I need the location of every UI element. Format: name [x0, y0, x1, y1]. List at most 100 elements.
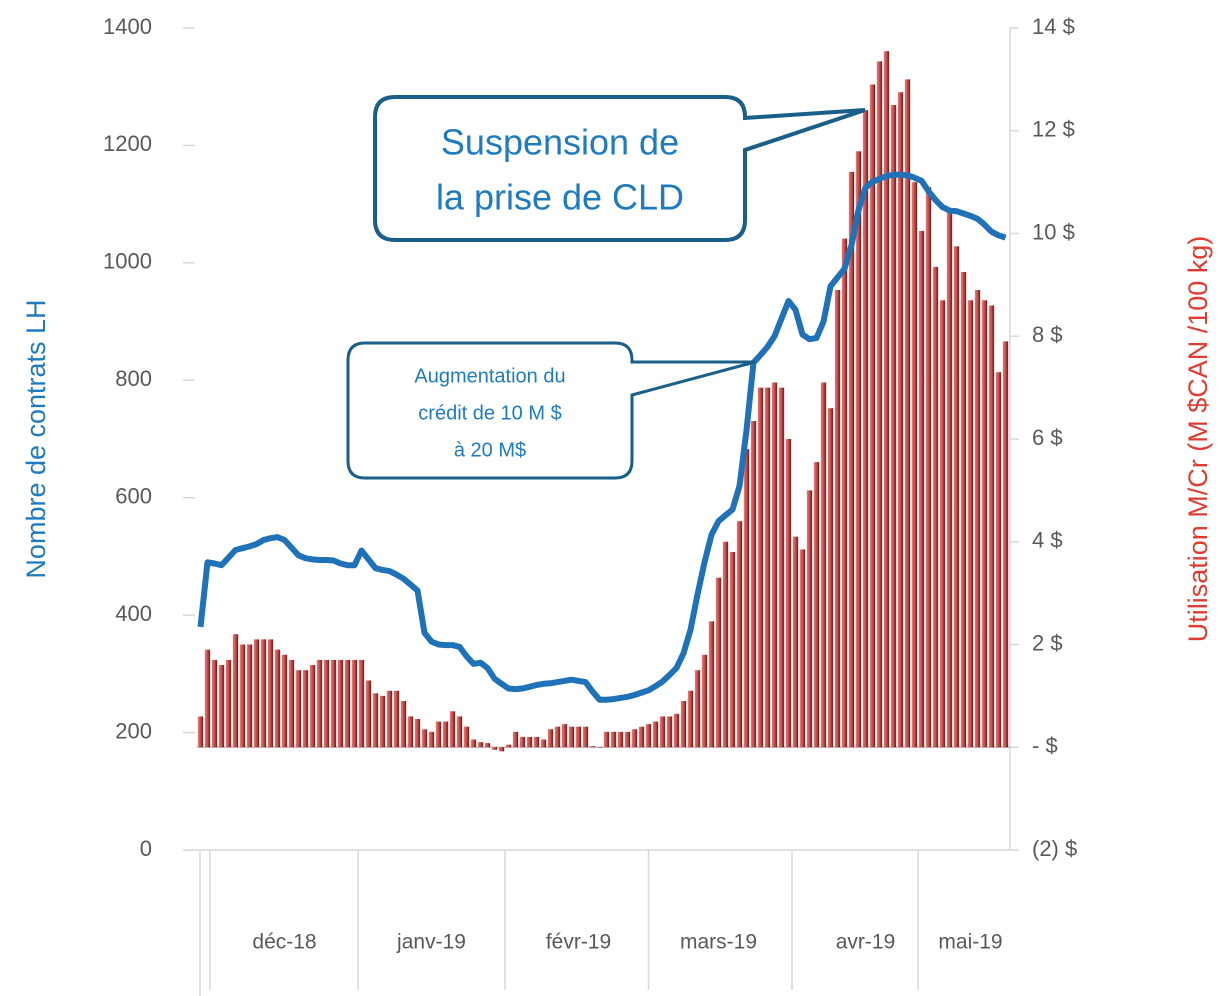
bar — [995, 372, 1002, 748]
bar — [337, 659, 344, 748]
bar — [939, 300, 946, 748]
bar — [638, 726, 645, 748]
bar — [617, 731, 624, 748]
bar — [442, 721, 449, 748]
bar — [827, 408, 834, 748]
bar — [344, 659, 351, 748]
bar — [351, 659, 358, 748]
y-tick-label: 1200 — [103, 131, 152, 156]
bar — [778, 387, 785, 748]
bar — [722, 541, 729, 748]
bar — [253, 639, 260, 748]
y-axis-label: Nombre de contrats LH — [21, 299, 51, 578]
bar — [841, 238, 848, 748]
bar — [421, 729, 428, 748]
line — [197, 171, 1007, 703]
bar — [715, 577, 722, 748]
y2-tick-label: 8 $ — [1032, 322, 1063, 347]
bar — [316, 659, 323, 748]
annotation-text: Suspension de — [441, 122, 679, 163]
bar — [603, 731, 610, 748]
bar — [435, 721, 442, 748]
bar — [1002, 341, 1009, 748]
y2-tick-label: 12 $ — [1032, 117, 1075, 142]
callout-box — [373, 95, 866, 242]
bar — [687, 690, 694, 748]
axes: 0 200 400 600 800 1000 1200 1400 (2) $ - $ 2 $ 4 $ 6… — [103, 14, 1077, 996]
bar — [855, 151, 862, 748]
y2-tick-label: 2 $ — [1032, 630, 1063, 655]
bar — [561, 724, 568, 748]
y2-tick-label: 10 $ — [1032, 219, 1075, 244]
bar — [197, 716, 204, 748]
bar — [211, 659, 218, 748]
bar — [246, 644, 253, 748]
bar — [904, 79, 911, 748]
bar — [498, 747, 505, 752]
bar — [771, 382, 778, 748]
bar — [862, 110, 869, 748]
bar — [281, 654, 288, 748]
bar — [540, 739, 547, 748]
bar — [631, 729, 638, 748]
bar — [736, 521, 743, 748]
bar — [260, 639, 267, 748]
bar — [554, 726, 561, 748]
bar — [750, 421, 757, 748]
bar — [988, 305, 995, 748]
bar — [379, 695, 386, 748]
bar — [820, 382, 827, 748]
x-tick-label: avr-19 — [836, 931, 896, 954]
bar — [393, 690, 400, 748]
bar — [589, 746, 596, 748]
bar — [386, 690, 393, 748]
annotation-text: à 20 M$ — [454, 439, 526, 461]
bar — [575, 726, 582, 748]
bar — [372, 693, 379, 748]
x-tick-label: déc-18 — [252, 931, 316, 954]
bar — [358, 659, 365, 748]
bar — [876, 61, 883, 748]
annotation-text: Augmentation du — [414, 365, 565, 387]
bar — [456, 716, 463, 748]
bar — [883, 51, 890, 748]
x-tick-label: janv-19 — [396, 931, 466, 954]
bar — [225, 659, 232, 748]
bar — [974, 290, 981, 748]
bar — [659, 716, 666, 748]
bar — [960, 272, 967, 748]
bar — [953, 246, 960, 748]
x-tick-label: mai-19 — [938, 931, 1002, 954]
x-tick-label: févr-19 — [546, 931, 611, 954]
bar — [981, 300, 988, 748]
bar — [512, 731, 519, 748]
bar — [533, 736, 540, 748]
bar — [323, 659, 330, 748]
bar — [743, 449, 750, 748]
bar — [673, 713, 680, 748]
bar — [484, 743, 491, 748]
lines — [197, 171, 1007, 703]
bar — [232, 634, 239, 748]
bar — [330, 659, 337, 748]
bar — [764, 387, 771, 748]
bar — [680, 701, 687, 748]
y2-tick-label: 4 $ — [1032, 528, 1063, 553]
bar — [652, 721, 659, 748]
y2-tick-label: (2) $ — [1032, 836, 1077, 861]
bar — [414, 718, 421, 748]
bar — [757, 387, 764, 748]
bar — [890, 105, 897, 748]
bar — [701, 654, 708, 748]
bar — [806, 490, 813, 748]
bar — [645, 724, 652, 748]
y2-tick-label: - $ — [1032, 733, 1058, 758]
callout-box — [346, 341, 756, 480]
bar — [288, 659, 295, 748]
y-tick-label: 600 — [115, 484, 152, 509]
bar — [519, 736, 526, 748]
bar — [526, 736, 533, 748]
bar — [967, 300, 974, 748]
bar — [918, 230, 925, 748]
